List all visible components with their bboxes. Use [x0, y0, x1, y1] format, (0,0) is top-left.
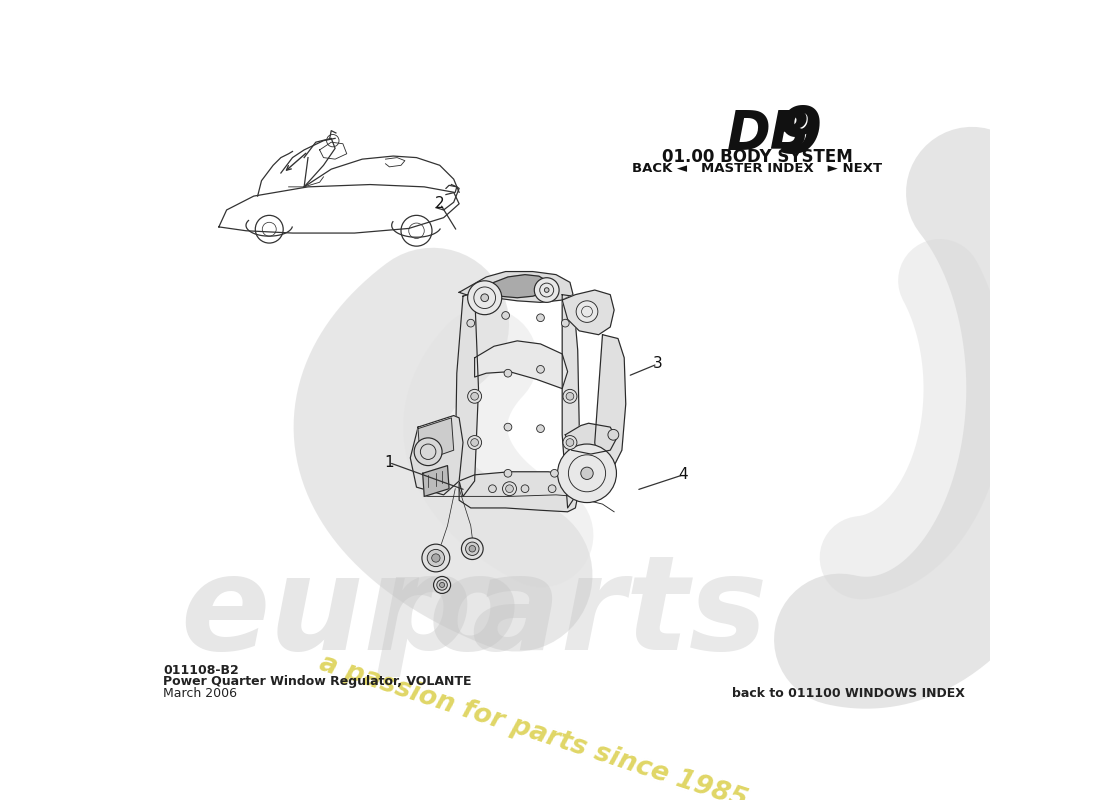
Circle shape — [471, 393, 478, 400]
Circle shape — [422, 544, 450, 572]
Circle shape — [535, 278, 559, 302]
Polygon shape — [565, 423, 616, 454]
Circle shape — [506, 485, 514, 493]
Circle shape — [433, 577, 451, 594]
Text: 2: 2 — [436, 196, 444, 211]
Polygon shape — [459, 271, 573, 302]
Circle shape — [468, 435, 482, 450]
Polygon shape — [418, 418, 453, 462]
Polygon shape — [455, 292, 478, 496]
Circle shape — [551, 470, 559, 477]
Text: 3: 3 — [652, 357, 662, 371]
Text: 011108-B2: 011108-B2 — [163, 664, 239, 678]
Circle shape — [561, 319, 569, 327]
Text: BACK ◄   MASTER INDEX   ► NEXT: BACK ◄ MASTER INDEX ► NEXT — [632, 162, 882, 175]
Circle shape — [576, 301, 598, 322]
Text: 9: 9 — [778, 104, 822, 166]
Text: 4: 4 — [679, 467, 688, 482]
Circle shape — [503, 482, 517, 496]
Polygon shape — [477, 274, 547, 298]
Circle shape — [504, 370, 512, 377]
Circle shape — [415, 438, 442, 466]
Circle shape — [566, 438, 574, 446]
Circle shape — [537, 425, 544, 433]
Circle shape — [481, 294, 488, 302]
Circle shape — [440, 582, 444, 587]
Circle shape — [502, 312, 509, 319]
Text: 01.00 BODY SYSTEM: 01.00 BODY SYSTEM — [662, 148, 852, 166]
Circle shape — [427, 550, 444, 566]
Polygon shape — [474, 341, 568, 389]
Circle shape — [566, 393, 574, 400]
Text: March 2006: March 2006 — [163, 686, 238, 699]
Circle shape — [608, 430, 619, 440]
Circle shape — [521, 485, 529, 493]
Circle shape — [462, 538, 483, 559]
Circle shape — [558, 444, 616, 502]
Circle shape — [468, 281, 502, 314]
Text: 1: 1 — [384, 455, 394, 470]
Circle shape — [537, 314, 544, 322]
Circle shape — [437, 580, 448, 590]
Circle shape — [466, 319, 474, 327]
Text: a passion for parts since 1985: a passion for parts since 1985 — [316, 650, 750, 800]
Circle shape — [468, 390, 482, 403]
Circle shape — [548, 485, 556, 493]
Polygon shape — [422, 466, 449, 496]
Circle shape — [504, 423, 512, 431]
Circle shape — [431, 554, 440, 562]
Circle shape — [581, 467, 593, 479]
Circle shape — [469, 546, 475, 552]
Circle shape — [465, 542, 478, 555]
Polygon shape — [410, 415, 463, 495]
Text: DB: DB — [726, 107, 811, 159]
Circle shape — [563, 390, 576, 403]
Circle shape — [544, 288, 549, 292]
Polygon shape — [562, 290, 614, 334]
Polygon shape — [459, 472, 580, 512]
Text: Power Quarter Window Regulator, VOLANTE: Power Quarter Window Regulator, VOLANTE — [163, 675, 472, 688]
Polygon shape — [562, 294, 580, 508]
Circle shape — [488, 485, 496, 493]
Polygon shape — [595, 334, 626, 474]
Text: back to 011100 WINDOWS INDEX: back to 011100 WINDOWS INDEX — [733, 686, 965, 699]
Circle shape — [471, 438, 478, 446]
Text: parts: parts — [377, 550, 768, 678]
Circle shape — [537, 366, 544, 373]
Text: euro: euro — [180, 550, 519, 678]
Circle shape — [563, 435, 576, 450]
Circle shape — [504, 470, 512, 477]
